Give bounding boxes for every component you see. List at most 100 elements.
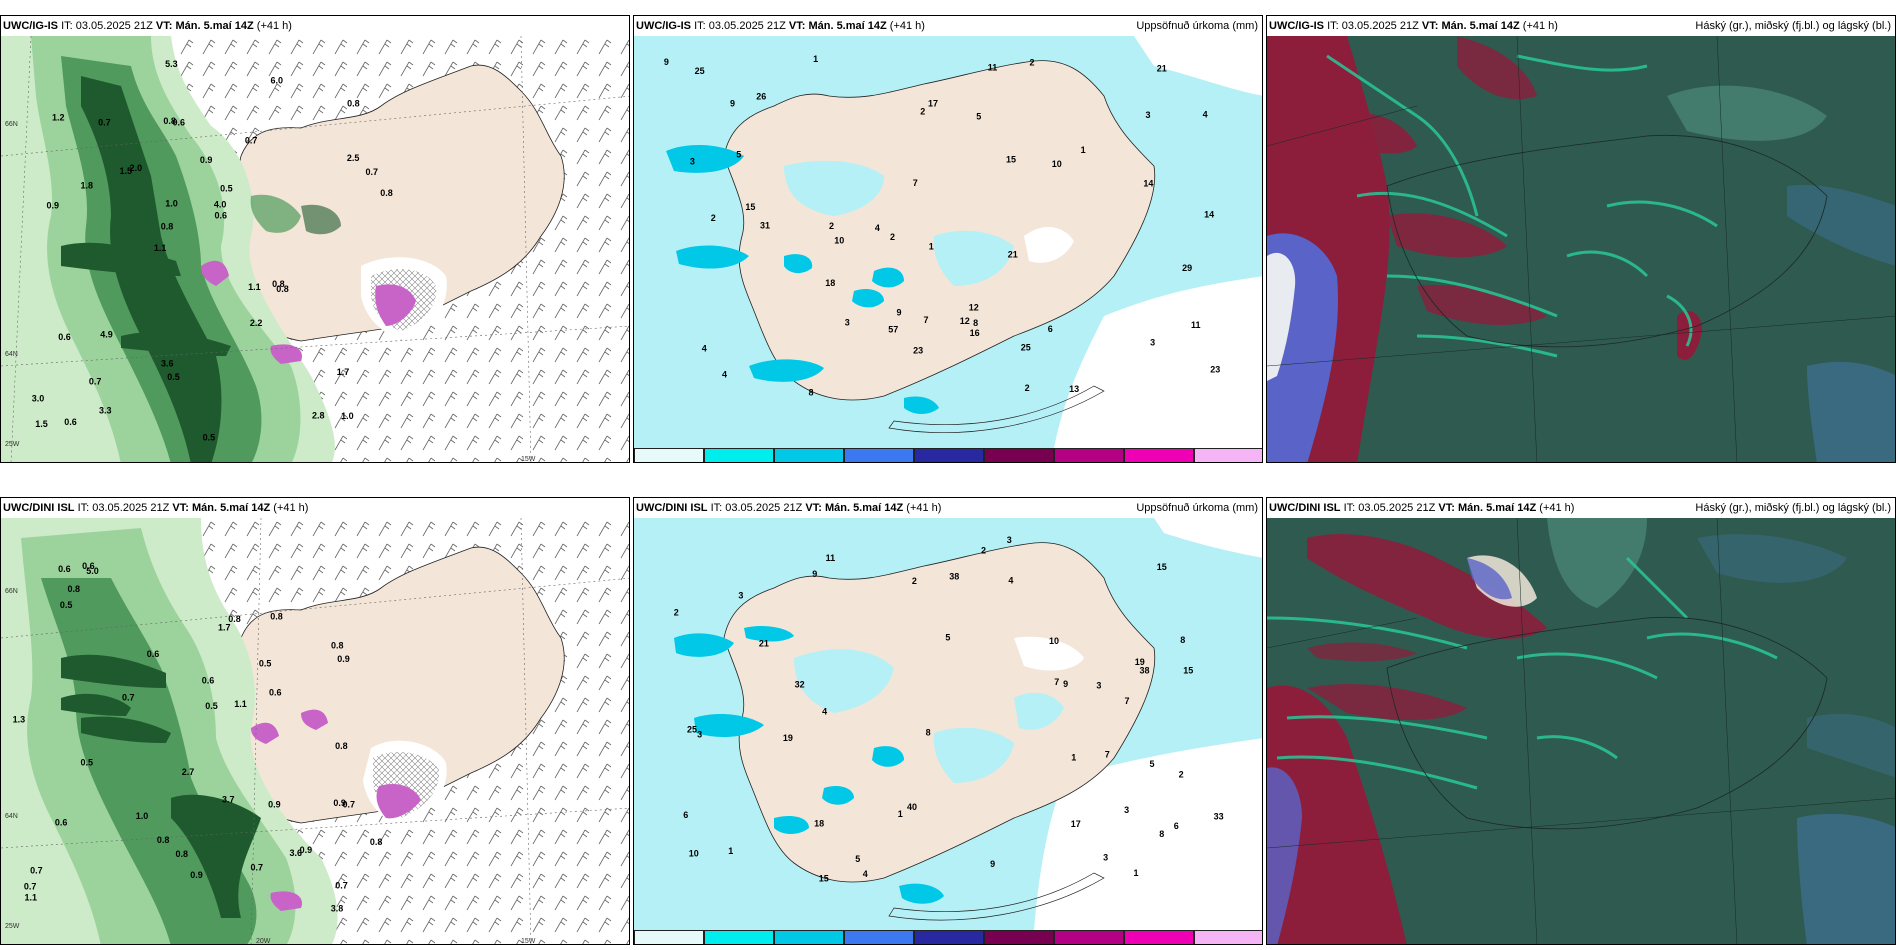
value-label: 1.7	[337, 367, 350, 377]
value-label: 3	[1007, 535, 1012, 545]
value-label: 8	[1180, 635, 1185, 645]
lon-label: 15W	[521, 938, 536, 945]
model-name: UWC/IG-IS	[3, 20, 58, 32]
value-label: 1	[1081, 145, 1086, 155]
value-label: 3.6	[161, 358, 174, 368]
value-label: 8	[1159, 829, 1164, 839]
value-label: 15	[1006, 154, 1016, 164]
value-label: 2	[1030, 58, 1035, 68]
panel-wind-precip-igis: UWC/IG-IS IT: 03.05.2025 21Z VT: Mán. 5.…	[0, 15, 630, 463]
value-label: 0.6	[269, 688, 282, 698]
model-name: UWC/DINI ISL	[3, 502, 75, 514]
value-label: 1.0	[136, 811, 149, 821]
lon-label: 25W	[5, 923, 20, 930]
value-label: 23	[1210, 365, 1220, 375]
value-label: 11	[826, 553, 836, 563]
panel-header: UWC/IG-IS IT: 03.05.2025 21Z VT: Mán. 5.…	[1267, 16, 1895, 36]
value-label: 4	[1008, 575, 1013, 585]
value-label: 0.5	[205, 701, 218, 711]
value-label: 15	[1157, 562, 1167, 572]
value-label: 3	[697, 730, 702, 740]
value-label: 9	[664, 57, 669, 67]
init-time: 03.05.2025 21Z	[708, 20, 786, 32]
value-label: 3.6	[290, 848, 303, 858]
colorbar-swatch	[984, 930, 1054, 944]
model-name: UWC/DINI ISL	[636, 502, 708, 514]
value-label: 5	[736, 150, 741, 160]
map-svg	[1267, 518, 1895, 944]
value-label: 0.7	[24, 881, 37, 891]
panel-right-title: Uppsöfnuð úrkoma (mm)	[1136, 20, 1258, 32]
value-label: 3	[1124, 805, 1129, 815]
value-label: 9	[730, 98, 735, 108]
colorbar-swatch	[704, 930, 774, 944]
vt-label: VT:	[1421, 20, 1439, 32]
model-name: UWC/IG-IS	[1269, 20, 1324, 32]
panel-header: UWC/IG-IS IT: 03.05.2025 21Z VT: Mán. 5.…	[1, 16, 629, 36]
value-label: 8	[926, 728, 931, 738]
value-label: 0.8	[68, 584, 81, 594]
value-label: 4	[1203, 110, 1208, 120]
value-label: 12	[969, 303, 979, 313]
value-label: 1.1	[234, 699, 247, 709]
value-label: 0.9	[268, 800, 281, 810]
value-label: 3	[1146, 110, 1151, 120]
it-label: IT:	[694, 20, 706, 32]
value-label: 1.5	[120, 166, 133, 176]
value-label: 2	[912, 576, 917, 586]
value-label: 17	[1071, 819, 1081, 829]
init-time: 03.05.2025 21Z	[1358, 502, 1436, 514]
panel-clouds-dini: UWC/DINI ISL IT: 03.05.2025 21Z VT: Mán.…	[1266, 497, 1896, 945]
value-label: 10	[1052, 159, 1062, 169]
colorbar: 110255075100150200400	[634, 930, 1262, 944]
map-clouds	[1267, 518, 1895, 944]
vt-label: VT:	[172, 502, 189, 514]
lat-label: 64N	[5, 813, 18, 820]
value-label: 6.0	[271, 76, 284, 86]
value-label: 2	[1025, 383, 1030, 393]
value-label: 3.8	[331, 903, 344, 913]
value-label: 25	[687, 725, 697, 735]
lead-time: (+41 h)	[889, 20, 925, 32]
value-label: 0.6	[147, 649, 160, 659]
panel-header: UWC/IG-IS IT: 03.05.2025 21Z VT: Mán. 5.…	[634, 16, 1262, 36]
value-label: 4.9	[100, 330, 113, 340]
precip-value-labels: 1.00.90.81.10.70.60.80.90.62.03.00.70.60…	[32, 59, 393, 443]
value-label: 0.9	[300, 845, 313, 855]
value-label: 1.0	[341, 411, 354, 421]
colorbar-swatch	[984, 448, 1054, 462]
lead-time: (+41 h)	[256, 20, 292, 32]
value-label: 0.6	[58, 564, 71, 574]
valid-time: Mán. 5.maí 14Z	[1457, 502, 1537, 514]
value-label: 40	[907, 802, 917, 812]
value-label: 1.2	[52, 113, 65, 123]
panel-header: UWC/DINI ISL IT: 03.05.2025 21Z VT: Mán.…	[1, 498, 629, 518]
value-label: 0.7	[89, 377, 102, 387]
value-label: 18	[814, 819, 824, 829]
map-wind-precip: 66N 64N 25W 20W 15W 0.6 1.1 0.9 0.8 0.8 0.9 0.…	[1, 518, 629, 945]
value-label: 4	[822, 707, 827, 717]
value-label: 0.5	[60, 600, 73, 610]
value-label: 8	[973, 318, 978, 328]
colorbar-swatch	[634, 448, 704, 462]
value-label: 0.8	[176, 849, 189, 859]
colorbar-swatch	[914, 448, 984, 462]
init-time: 03.05.2025 21Z	[75, 20, 153, 32]
value-label: 0.7	[335, 881, 348, 891]
value-label: 4	[722, 369, 727, 379]
value-label: 2	[1179, 769, 1184, 779]
panel-right-title: Uppsöfnuð úrkoma (mm)	[1136, 502, 1258, 514]
value-label: 33	[1214, 811, 1224, 821]
map-clouds	[1267, 36, 1895, 462]
value-label: 3.3	[99, 406, 112, 416]
value-label: 0.8	[370, 837, 383, 847]
value-label: 2	[711, 213, 716, 223]
value-label: 7	[1105, 749, 1110, 759]
value-label: 2.8	[312, 410, 325, 420]
colorbar-swatch	[1194, 930, 1262, 944]
value-label: 6	[1174, 821, 1179, 831]
value-label: 1.8	[81, 180, 94, 190]
value-label: 0.6	[82, 561, 95, 571]
value-label: 3	[690, 157, 695, 167]
